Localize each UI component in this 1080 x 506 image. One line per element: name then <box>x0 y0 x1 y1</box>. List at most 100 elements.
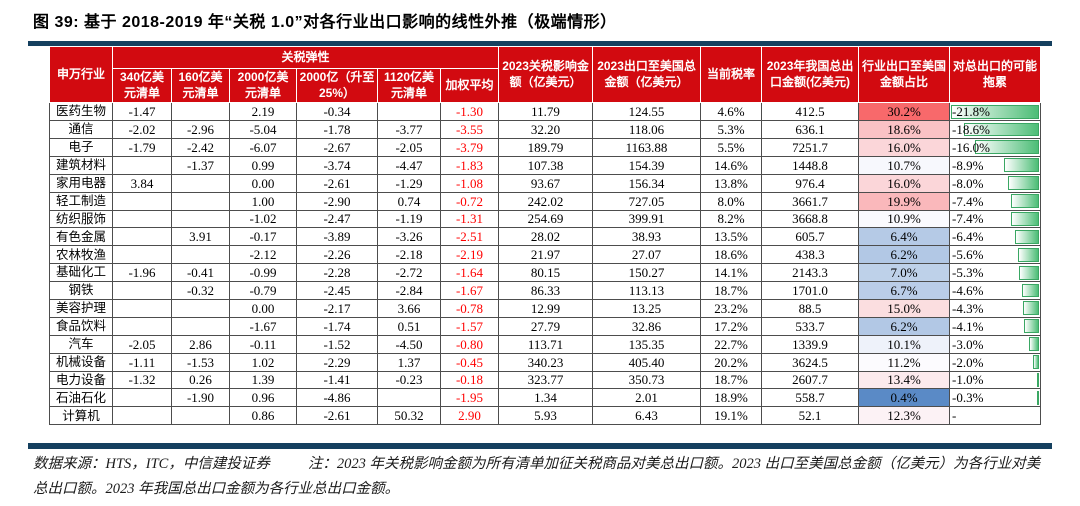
cell-elasticity: -1.41 <box>296 370 378 390</box>
cell-value: 14.1% <box>700 263 763 283</box>
top-divider <box>28 41 1052 46</box>
cell-us-share: 6.7% <box>858 281 951 300</box>
header-list-160: 160亿美元清单 <box>171 67 230 104</box>
cell-elasticity <box>112 388 172 408</box>
cell-value: 438.3 <box>761 245 860 265</box>
table-row: 医药生物 -1.47 2.19 -0.34 -1.30 11.79 124.55 4.6% 41… <box>49 102 1042 122</box>
cell-weighted-avg: -1.57 <box>439 316 500 336</box>
table-row: 计算机 0.86 -2.61 50.32 2.90 5.93 6.43 19.1% 52.1 12… <box>49 406 1042 426</box>
cell-value: 20.2% <box>700 352 763 372</box>
cell-value: 350.73 <box>592 370 702 390</box>
cell-weighted-avg: -1.83 <box>439 155 500 175</box>
header-industry: 申万行业 <box>49 45 113 104</box>
cell-us-share: 10.9% <box>858 209 951 229</box>
table-row: 美容护理 0.00 -2.17 3.66 -0.78 12.99 13.25 23.2% 88.… <box>49 298 1042 318</box>
cell-elasticity <box>112 316 172 336</box>
cell-value: 107.38 <box>498 155 594 175</box>
cell-value: 5.93 <box>498 406 594 426</box>
table-row: 石油石化 -1.90 0.96 -4.86 -1.95 1.34 2.01 18.9% 558.… <box>49 388 1042 408</box>
cell-weighted-avg: -1.08 <box>439 173 500 193</box>
cell-us-share: 15.0% <box>858 298 951 318</box>
header-cn-export-total: 2023年我国总出口金额(亿美元) <box>761 45 860 104</box>
drag-bar <box>1037 390 1040 405</box>
cell-industry: 美容护理 <box>49 298 113 318</box>
cell-value: 4.6% <box>700 102 763 122</box>
table-row: 家用电器 3.84 0.00 -2.61 -1.29 -1.08 93.67 156.34 13… <box>49 173 1042 193</box>
cell-value: 13.5% <box>700 227 763 247</box>
cell-elasticity: 0.99 <box>229 155 297 175</box>
cell-export-drag-label: -16.0% <box>952 139 990 155</box>
cell-weighted-avg: -3.79 <box>439 137 500 157</box>
cell-export-drag-label: -5.3% <box>952 265 984 281</box>
cell-industry: 轻工制造 <box>49 191 113 211</box>
cell-weighted-avg: -0.72 <box>439 191 500 211</box>
cell-value: 113.71 <box>498 334 594 354</box>
header-list-2000: 2000亿美元清单 <box>229 67 297 104</box>
cell-elasticity: 0.00 <box>229 298 297 318</box>
cell-value: 23.2% <box>700 298 763 318</box>
cell-value: 88.5 <box>761 298 860 318</box>
cell-us-share: 13.4% <box>858 370 951 390</box>
cell-elasticity: -0.11 <box>229 334 297 354</box>
cell-elasticity <box>112 298 172 318</box>
cell-value: 533.7 <box>761 316 860 336</box>
cell-weighted-avg: -1.31 <box>439 209 500 229</box>
cell-export-drag-label: -6.4% <box>952 229 984 245</box>
cell-value: 18.6% <box>700 245 763 265</box>
cell-us-share: 19.9% <box>858 191 951 211</box>
cell-elasticity: 1.02 <box>229 352 297 372</box>
cell-value: 27.07 <box>592 245 702 265</box>
cell-value: 13.25 <box>592 298 702 318</box>
cell-weighted-avg: -1.95 <box>439 388 500 408</box>
cell-value: 38.93 <box>592 227 702 247</box>
cell-elasticity: -1.11 <box>112 352 172 372</box>
cell-elasticity: -2.05 <box>112 334 172 354</box>
header-row-sub: 340亿美元清单 160亿美元清单 2000亿美元清单 2000亿（升至25%）… <box>50 67 1041 104</box>
cell-value: 1163.88 <box>592 137 702 157</box>
drag-bar <box>1022 283 1040 298</box>
cell-elasticity: -2.17 <box>296 298 378 318</box>
cell-value: 3661.7 <box>761 191 860 211</box>
cell-export-drag: -4.3% <box>949 298 1042 318</box>
cell-us-share: 18.6% <box>858 120 951 139</box>
cell-weighted-avg: -1.30 <box>439 102 500 122</box>
cell-elasticity: -4.50 <box>377 334 441 354</box>
cell-elasticity: -2.18 <box>377 245 441 265</box>
cell-export-drag: -5.3% <box>949 263 1042 283</box>
cell-elasticity: -2.90 <box>296 191 378 211</box>
cell-value: 113.13 <box>592 281 702 300</box>
cell-industry: 汽车 <box>49 334 113 354</box>
table-row: 电子 -1.79 -2.42 -6.07 -2.67 -2.05 -3.79 189.79 11… <box>49 137 1042 157</box>
cell-export-drag-label: -5.6% <box>952 247 984 263</box>
cell-elasticity <box>171 406 230 426</box>
cell-elasticity: -2.61 <box>296 173 378 193</box>
cell-value: 636.1 <box>761 120 860 139</box>
cell-elasticity: -2.96 <box>171 120 230 139</box>
cell-value: 189.79 <box>498 137 594 157</box>
cell-value: 118.06 <box>592 120 702 139</box>
tariff-impact-table: 申万行业 关税弹性 2023关税影响金额（亿美元） 2023出口至美国总金额（亿… <box>49 45 1042 426</box>
cell-value: 5.3% <box>700 120 763 139</box>
cell-value: 6.43 <box>592 406 702 426</box>
cell-elasticity: -0.79 <box>229 281 297 300</box>
cell-export-drag-label: -1.0% <box>952 372 984 388</box>
cell-elasticity: 2.86 <box>171 334 230 354</box>
cell-elasticity: -0.17 <box>229 227 297 247</box>
cell-value: 156.34 <box>592 173 702 193</box>
cell-elasticity: -1.52 <box>296 334 378 354</box>
header-list-2000-up25: 2000亿（升至25%） <box>296 67 378 104</box>
cell-elasticity <box>171 245 230 265</box>
cell-weighted-avg: -0.18 <box>439 370 500 390</box>
cell-elasticity: -4.47 <box>377 155 441 175</box>
cell-value: 28.02 <box>498 227 594 247</box>
cell-value: 7251.7 <box>761 137 860 157</box>
cell-value: 52.1 <box>761 406 860 426</box>
cell-export-drag-label: -7.4% <box>952 193 984 209</box>
cell-elasticity: -1.67 <box>229 316 297 336</box>
cell-industry: 电子 <box>49 137 113 157</box>
cell-export-drag: -8.9% <box>949 155 1042 175</box>
cell-elasticity <box>171 191 230 211</box>
cell-elasticity: 3.66 <box>377 298 441 318</box>
cell-export-drag: -16.0% <box>949 137 1042 157</box>
